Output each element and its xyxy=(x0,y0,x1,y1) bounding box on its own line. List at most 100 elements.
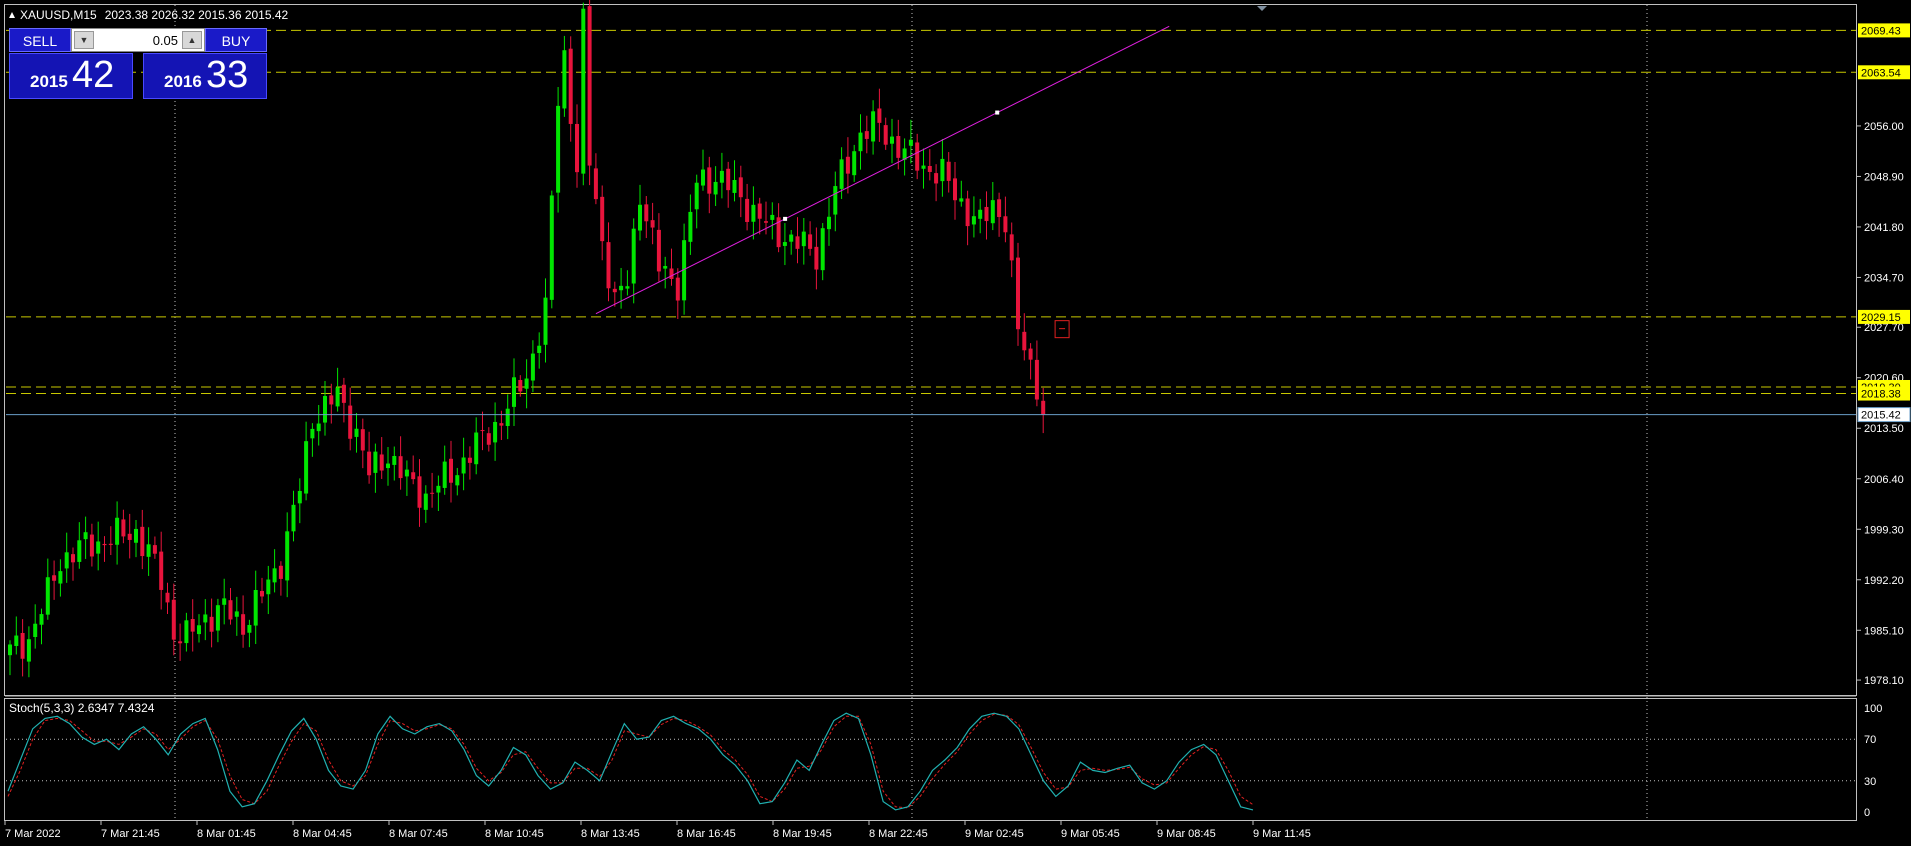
bear-candle xyxy=(499,423,504,426)
lot-size-input[interactable] xyxy=(98,31,178,49)
bull-candle xyxy=(266,579,271,595)
bear-candle xyxy=(480,430,485,432)
bull-candle xyxy=(782,242,787,246)
bear-candle xyxy=(1009,234,1014,261)
bull-candle xyxy=(543,297,548,345)
bull-candle xyxy=(619,285,624,291)
stochastic-pane xyxy=(6,712,1856,811)
level-label-box xyxy=(1858,309,1910,324)
bull-candle xyxy=(304,441,309,494)
price-axis[interactable]: 2056.002048.902041.802034.702027.702020.… xyxy=(1857,121,1904,687)
bear-candle xyxy=(1016,257,1020,330)
bear-candle xyxy=(612,288,617,293)
bear-candle xyxy=(260,590,264,597)
bear-candle xyxy=(656,229,661,272)
sell-price-integer: 2015 xyxy=(30,72,68,91)
sell-price-pips: 42 xyxy=(72,54,115,96)
bull-candle xyxy=(688,211,693,242)
chart-shift-marker-icon[interactable] xyxy=(1257,6,1267,11)
bull-candle xyxy=(682,240,687,301)
bull-candle xyxy=(940,158,945,182)
bear-candle xyxy=(965,198,970,227)
sell-price-button[interactable]: 2015 42 xyxy=(9,53,133,99)
bear-candle xyxy=(171,599,176,640)
bull-candle xyxy=(285,531,290,581)
bull-candle xyxy=(404,469,409,477)
bear-candle xyxy=(915,142,920,171)
buy-button[interactable]: BUY xyxy=(205,28,267,52)
bear-candle xyxy=(946,161,951,181)
bull-candle xyxy=(789,234,794,242)
bull-candle xyxy=(291,504,296,532)
bull-candle xyxy=(45,577,50,615)
bull-candle xyxy=(537,345,542,353)
price-tick-label: 2006.40 xyxy=(1864,474,1904,486)
bear-candle xyxy=(1034,359,1039,400)
bull-candle xyxy=(77,540,82,562)
time-axis[interactable]: 7 Mar 2022 7 Mar 21:45 8 Mar 01:45 8 Mar 04… xyxy=(4,821,1311,840)
bull-candle xyxy=(827,216,831,230)
bear-candle xyxy=(568,48,573,124)
bull-candle xyxy=(83,532,88,540)
horizontal-levels[interactable] xyxy=(6,29,1856,395)
bear-candle xyxy=(417,476,422,508)
time-tick-label: 8 Mar 04:45 xyxy=(293,828,352,840)
trendline[interactable] xyxy=(595,25,1170,315)
bear-candle xyxy=(71,554,75,563)
chart-header: XAUUSD,M15 2023.38 2026.32 2015.36 2015.4… xyxy=(20,8,289,22)
bear-candle xyxy=(1022,331,1027,351)
bear-candle xyxy=(934,173,939,184)
price-tick-label: 1999.30 xyxy=(1864,524,1904,536)
bull-candle xyxy=(134,528,138,543)
level-label-text: 2063.54 xyxy=(1861,67,1901,79)
lot-increase-button[interactable]: ▲ xyxy=(182,31,202,49)
bull-candle xyxy=(392,455,397,465)
bull-candle xyxy=(247,624,252,633)
time-tick-label: 8 Mar 19:45 xyxy=(773,828,832,840)
time-tick-label: 8 Mar 13:45 xyxy=(581,828,640,840)
bear-candle xyxy=(896,136,901,158)
bear-candle xyxy=(209,616,214,632)
stochastic-axis: 100 70 30 0 xyxy=(1864,703,1882,819)
bull-candle xyxy=(512,377,516,407)
bear-candle xyxy=(102,543,107,546)
collapse-triangle-icon[interactable] xyxy=(9,12,15,18)
buy-price-button[interactable]: 2016 33 xyxy=(143,53,267,99)
bear-candle xyxy=(348,405,353,439)
time-tick-label: 9 Mar 05:45 xyxy=(1061,828,1120,840)
bear-candle xyxy=(152,545,157,554)
time-tick-label: 7 Mar 2022 xyxy=(5,828,61,840)
bear-candle xyxy=(814,246,819,270)
lot-decrease-button[interactable]: ▼ xyxy=(74,31,94,49)
bull-candle xyxy=(663,266,668,269)
price-tick-label: 1992.20 xyxy=(1864,575,1904,587)
bull-candle xyxy=(96,541,101,554)
bull-candle xyxy=(203,614,208,623)
level-label-box xyxy=(1858,386,1910,401)
bull-candle xyxy=(839,159,844,189)
stoch-pane-frame xyxy=(4,698,1857,821)
bull-candle xyxy=(820,228,825,271)
bear-candle xyxy=(178,641,183,644)
bull-candle xyxy=(442,461,447,488)
bull-candle xyxy=(959,198,964,202)
bear-candle xyxy=(707,167,712,194)
bear-candle xyxy=(159,551,164,590)
bull-candle xyxy=(64,552,69,569)
bull-candle xyxy=(39,614,44,625)
level-label-text: 2029.15 xyxy=(1861,312,1901,324)
stoch-tick-label: 70 xyxy=(1864,734,1876,746)
bull-candle xyxy=(272,568,277,583)
trendline-handle xyxy=(783,216,788,221)
price-tick-label: 1985.10 xyxy=(1864,625,1904,637)
bear-candle xyxy=(675,277,680,301)
sell-button[interactable]: SELL xyxy=(9,28,71,52)
bull-candle xyxy=(921,165,926,169)
bull-candle xyxy=(474,432,479,465)
price-marker xyxy=(1054,320,1070,339)
bear-candle xyxy=(864,131,869,139)
bull-candle xyxy=(386,463,390,469)
bear-candle xyxy=(726,168,731,191)
bull-candle xyxy=(184,620,189,644)
